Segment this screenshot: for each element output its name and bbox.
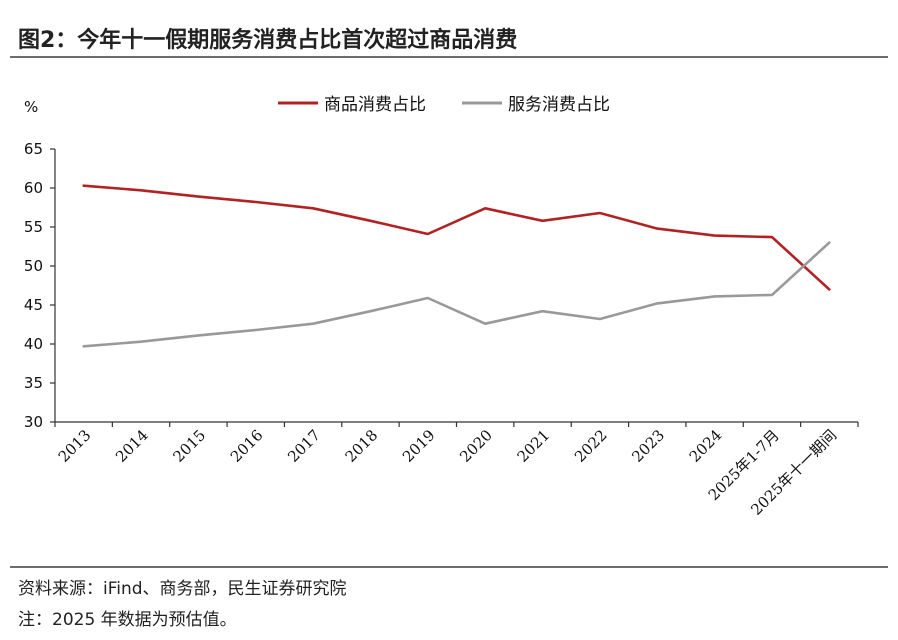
x-tick-label: 2017: [284, 426, 324, 466]
y-tick-label: 60: [24, 179, 43, 197]
x-tick-label: 2023: [628, 426, 668, 466]
x-tick-label: 2019: [399, 426, 439, 466]
series-line-goods: [82, 184, 831, 291]
x-tick-label: 2024: [686, 426, 726, 466]
x-tick-label: 2022: [571, 426, 611, 466]
legend-label-services: 服务消费占比: [508, 95, 610, 115]
title-divider: [10, 56, 888, 58]
series-group: [82, 184, 831, 348]
source-note: 资料来源：iFind、商务部，民生证券研究院: [18, 579, 347, 599]
y-tick-label: 55: [24, 218, 43, 236]
legend: 商品消费占比 服务消费占比: [278, 95, 610, 115]
y-tick-label: 65: [24, 140, 43, 158]
y-tick-label: 35: [24, 374, 43, 392]
footer-divider: [10, 566, 888, 568]
legend-label-goods: 商品消费占比: [324, 95, 426, 115]
x-tick-label: 2018: [342, 426, 382, 466]
x-tick-label: 2015: [169, 426, 209, 466]
x-tick-label: 2013: [55, 426, 95, 466]
line-chart: % 商品消费占比 服务消费占比 30 35 40 45 50 55 60 65 2013 2014…: [24, 95, 859, 519]
page-title: 图2：今年十一假期服务消费占比首次超过商品消费: [18, 28, 518, 53]
y-tick-label: 45: [24, 296, 43, 314]
y-tick-label: 40: [24, 335, 43, 353]
series-line-services: [82, 241, 831, 348]
x-tick-label: 2014: [112, 426, 152, 466]
y-tick-label: 30: [24, 413, 43, 431]
x-tick-label: 2021: [514, 426, 554, 466]
x-tick-label: 2016: [227, 426, 267, 466]
x-tick-label: 2020: [456, 426, 496, 466]
estimate-note: 注：2025 年数据为预估值。: [18, 610, 237, 630]
y-axis-unit-label: %: [24, 98, 38, 116]
axes: 30 35 40 45 50 55 60 65 2013 2014 2015 2016 2017 2018…: [24, 140, 859, 519]
y-tick-label: 50: [24, 257, 43, 275]
